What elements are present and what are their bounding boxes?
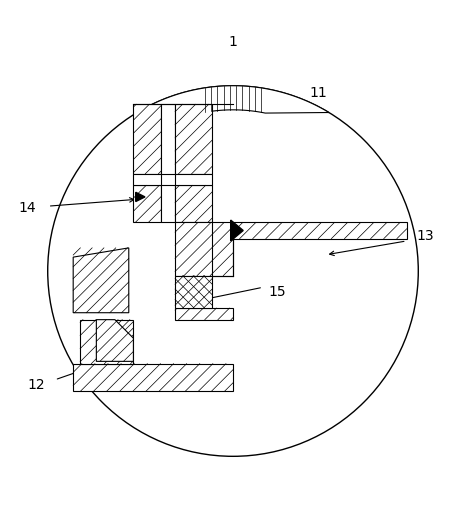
Text: 15: 15 (268, 285, 286, 299)
Bar (175, 185, 212, 222)
Bar (161, 185, 175, 222)
Polygon shape (137, 86, 329, 113)
Text: 1: 1 (228, 35, 238, 49)
Bar (175, 308, 233, 320)
Bar (73, 364, 233, 391)
Bar (80, 320, 133, 364)
Polygon shape (136, 192, 145, 201)
Text: 12: 12 (27, 378, 45, 391)
Bar (175, 222, 233, 276)
Bar (233, 222, 407, 238)
Polygon shape (96, 320, 133, 362)
Bar (133, 185, 161, 222)
Text: 14: 14 (18, 201, 36, 216)
Bar (175, 276, 212, 308)
Bar (175, 104, 212, 174)
Text: 13: 13 (417, 229, 434, 243)
Text: 11: 11 (310, 86, 328, 99)
Bar (161, 104, 175, 174)
Polygon shape (231, 220, 243, 241)
Bar (133, 104, 161, 174)
Bar (175, 174, 212, 185)
Bar (133, 174, 161, 185)
Polygon shape (73, 248, 129, 313)
